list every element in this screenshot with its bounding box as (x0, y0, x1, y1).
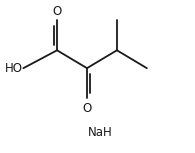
Text: O: O (52, 4, 62, 17)
Text: NaH: NaH (88, 126, 113, 139)
Text: O: O (82, 102, 92, 115)
Text: HO: HO (4, 62, 22, 75)
